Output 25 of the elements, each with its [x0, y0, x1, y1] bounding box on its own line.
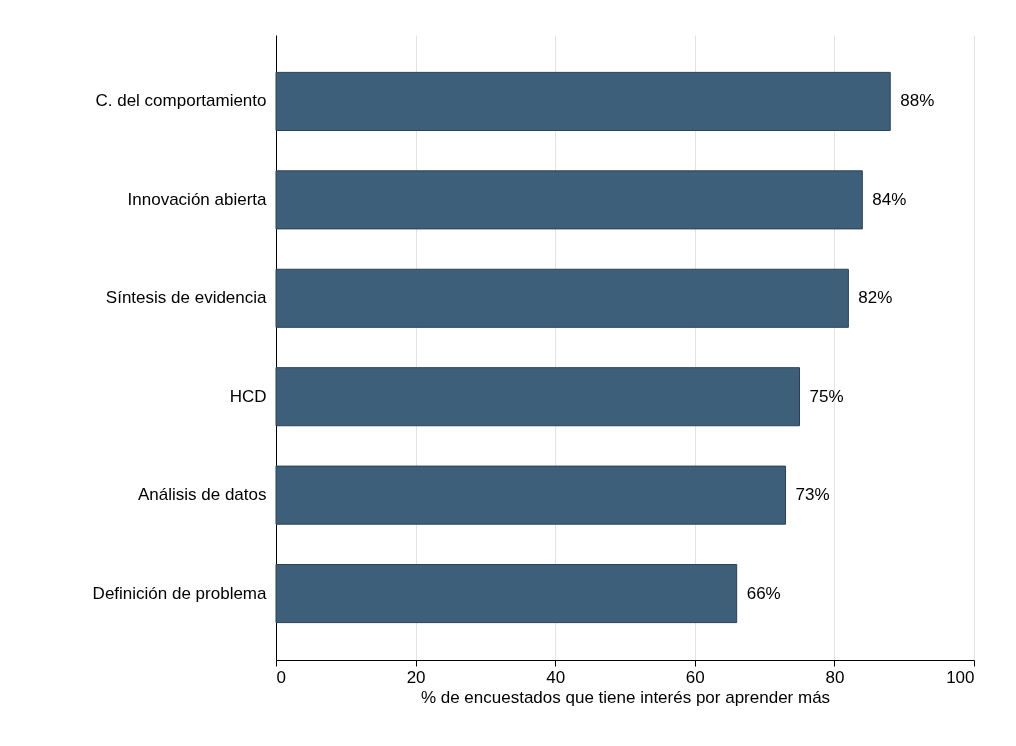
x-tick-label: 100	[946, 667, 975, 687]
y-tick-label: Definición de problema	[92, 583, 268, 603]
x-tick-label: 0	[276, 667, 286, 687]
x-tick-label: 60	[685, 667, 705, 687]
x-axis-title: % de encuestados que tiene interés por aprender más	[420, 687, 831, 707]
data-label: 82%	[858, 288, 893, 308]
data-label: 66%	[746, 583, 781, 603]
data-label: 75%	[809, 386, 844, 406]
y-tick-label: Síntesis de evidencia	[105, 288, 268, 308]
y-tick-label: C. del comportamiento	[95, 91, 267, 111]
x-tick-label: 80	[825, 667, 845, 687]
y-tick-label: Innovación abierta	[127, 189, 268, 209]
data-label: 73%	[795, 485, 830, 505]
bar	[275, 268, 849, 328]
data-label: 88%	[900, 91, 935, 111]
y-tick-label: HCD	[229, 386, 267, 406]
bar	[275, 71, 891, 131]
y-tick-label: Análisis de datos	[137, 485, 267, 505]
x-tick-label: 20	[406, 667, 426, 687]
bar	[275, 170, 863, 230]
bar	[275, 465, 787, 525]
data-label: 84%	[872, 189, 907, 209]
bar	[275, 367, 800, 427]
bar	[275, 564, 738, 624]
x-tick-label: 40	[546, 667, 566, 687]
